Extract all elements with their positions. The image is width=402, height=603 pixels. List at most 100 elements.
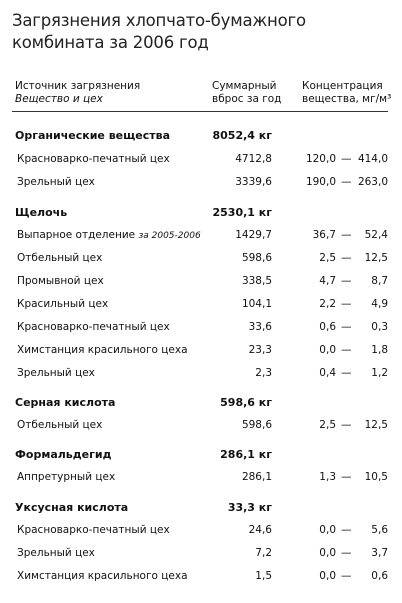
source-name: Зрельный цех [17, 176, 95, 188]
name-text: Серная кислота [15, 396, 116, 409]
table-row: Аппретурный цех 286,1 1,3 — 10,5 [0, 468, 402, 488]
table-row: Отбельный цех 598,6 2,5 — 12,5 [0, 249, 402, 269]
concentration-min: 0,0 [319, 524, 336, 536]
amount-value: 8052,4 кг [212, 129, 273, 142]
range-dash: — [341, 344, 352, 356]
table-row: Химстанция красильного цеха 1,5 0,0 — 0,6 [0, 567, 402, 587]
group-row: Щелочь 2530,1 кг [0, 203, 402, 223]
amount-value: 33,3 кг [227, 501, 272, 514]
name-text: Зрельный цех [17, 367, 95, 379]
amount-value: 286,1 [241, 471, 272, 483]
concentration-min: 0,6 [319, 321, 336, 333]
concentration-min: 4,7 [319, 275, 336, 287]
amount-value: 1429,7 [235, 229, 272, 241]
concentration-min: 2,2 [319, 298, 336, 310]
concentration-max: 12,5 [364, 252, 388, 264]
title-line-2: комбината за 2006 год [12, 33, 209, 52]
name-text: Красноварко-печатный цех [17, 153, 170, 165]
group-row: Органические вещества 8052,4 кг [0, 126, 402, 146]
amount-value: 104,1 [241, 298, 272, 310]
amount-value: 286,1 кг [220, 448, 272, 461]
header-source: Источник загрязнения Вещество и цех [15, 80, 140, 106]
name-text: Красильный цех [17, 298, 109, 310]
name-text: Выпарное отделение [17, 229, 136, 241]
table-row: Зрельный цех 2,3 0,4 — 1,2 [0, 364, 402, 384]
source-name: Аппретурный цех [17, 471, 115, 483]
amount-value: 33,6 [248, 321, 272, 333]
concentration-min: 2,5 [319, 252, 336, 264]
source-name: Химстанция красильного цеха [17, 344, 188, 356]
concentration-min: 190,0 [305, 176, 336, 188]
concentration-min: 0,0 [319, 570, 336, 582]
table-row: Зрельный цех 7,2 0,0 — 3,7 [0, 544, 402, 564]
concentration-max: 0,3 [371, 321, 388, 333]
substance-name: Серная кислота [15, 396, 115, 409]
table-row: Промывной цех 338,5 4,7 — 8,7 [0, 272, 402, 292]
amount-value: 2530,1 кг [212, 206, 273, 219]
concentration-max: 1,2 [371, 367, 388, 379]
group-row: Уксусная кислота 33,3 кг [0, 498, 402, 518]
source-name: Химстанция красильного цеха [17, 570, 188, 582]
table-row: Выпарное отделение за 2005-2006 1429,7 36,… [0, 226, 402, 246]
range-dash: — [341, 176, 352, 188]
concentration-min: 36,7 [312, 229, 336, 241]
concentration-max: 1,8 [371, 344, 388, 356]
header-amount-line2: вброс за год [212, 93, 282, 105]
concentration-max: 4,9 [371, 298, 388, 310]
substance-name: Щелочь [15, 206, 67, 219]
amount-value: 598,6 кг [220, 396, 272, 409]
concentration-max: 10,5 [364, 471, 388, 483]
header-divider [12, 111, 388, 112]
source-name: Отбельный цех [17, 419, 102, 431]
concentration-max: 12,5 [364, 419, 388, 431]
source-name: Зрельный цех [17, 547, 95, 559]
range-dash: — [341, 298, 352, 310]
title-line-1: Загрязнения хлопчато-бумажного [12, 11, 306, 30]
name-text: Красноварко-печатный цех [17, 321, 170, 333]
header-conc-line1: Концентрация [302, 80, 383, 92]
range-dash: — [341, 252, 352, 264]
name-text: Химстанция красильного цеха [17, 570, 188, 582]
source-name: Красноварко-печатный цех [17, 153, 170, 165]
header-source-bold: Источник загрязнения [15, 80, 141, 92]
name-text: Зрельный цех [17, 547, 95, 559]
concentration-max: 0,6 [371, 570, 388, 582]
table-row: Красильный цех 104,1 2,2 — 4,9 [0, 295, 402, 315]
name-text: Щелочь [15, 206, 68, 219]
amount-value: 7,2 [255, 547, 272, 559]
concentration-max: 3,7 [371, 547, 388, 559]
concentration-max: 263,0 [357, 176, 388, 188]
name-text: Формальдегид [15, 448, 112, 461]
amount-value: 24,6 [248, 524, 272, 536]
name-text: Органические вещества [15, 129, 171, 142]
source-name: Промывной цех [17, 275, 104, 287]
name-text: Химстанция красильного цеха [17, 344, 188, 356]
concentration-min: 2,5 [319, 419, 336, 431]
group-row: Серная кислота 598,6 кг [0, 393, 402, 413]
concentration-min: 120,0 [305, 153, 336, 165]
substance-name: Формальдегид [15, 448, 111, 461]
range-dash: — [341, 153, 352, 165]
source-name: Отбельный цех [17, 252, 102, 264]
period-note: за 2005-2006 [138, 231, 201, 241]
amount-value: 3339,6 [235, 176, 272, 188]
concentration-min: 1,3 [319, 471, 336, 483]
amount-value: 1,5 [255, 570, 272, 582]
header-amount-line1: Суммарный [212, 80, 277, 92]
concentration-max: 52,4 [364, 229, 388, 241]
table-row: Красноварко-печатный цех 33,6 0,6 — 0,3 [0, 318, 402, 338]
source-name: Красноварко-печатный цех [17, 321, 170, 333]
concentration-min: 0,0 [319, 344, 336, 356]
name-text: Уксусная кислота [15, 501, 129, 514]
name-text: Аппретурный цех [17, 471, 116, 483]
header-conc-line2: вещества, мг/м³ [302, 93, 392, 105]
concentration-max: 5,6 [371, 524, 388, 536]
amount-value: 598,6 [241, 252, 272, 264]
source-name: Зрельный цех [17, 367, 95, 379]
name-text: Отбельный цех [17, 252, 103, 264]
header-source-label: Источник загрязнения [15, 80, 140, 93]
table-row: Отбельный цех 598,6 2,5 — 12,5 [0, 416, 402, 436]
range-dash: — [341, 275, 352, 287]
table-row: Химстанция красильного цеха 23,3 0,0 — 1,8 [0, 341, 402, 361]
concentration-min: 0,4 [319, 367, 336, 379]
